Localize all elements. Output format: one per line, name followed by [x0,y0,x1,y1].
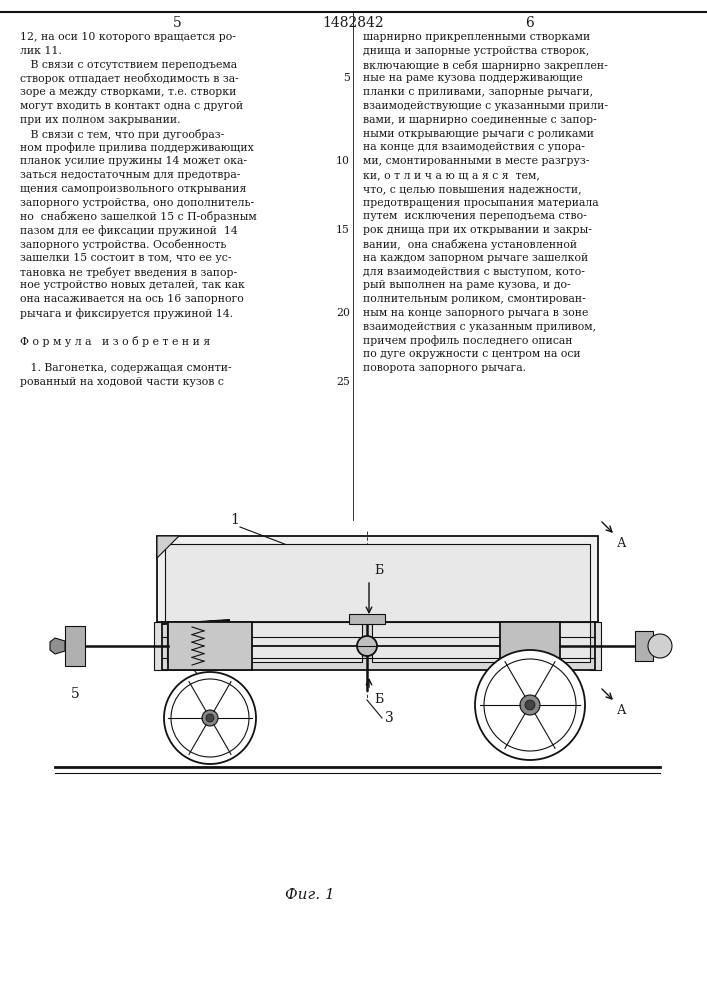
Bar [500,622,560,670]
Text: ном профиле прилива поддерживающих: ном профиле прилива поддерживающих [20,142,254,153]
Text: вании,  она снабжена установленной: вании, она снабжена установленной [363,239,577,250]
Text: А: А [617,537,626,550]
Text: заться недостаточным для предотвра-: заться недостаточным для предотвра- [20,170,240,180]
Text: вами, и шарнирно соединенные с запор-: вами, и шарнирно соединенные с запор- [363,115,597,125]
Text: 25: 25 [336,377,350,387]
Text: полнительным роликом, смонтирован-: полнительным роликом, смонтирован- [363,294,586,304]
Text: рычага и фиксируется пружиной 14.: рычага и фиксируется пружиной 14. [20,308,233,319]
Text: лик 11.: лик 11. [20,46,62,56]
Text: Ф о р м у л а   и з о б р е т е н и я: Ф о р м у л а и з о б р е т е н и я [20,336,210,347]
Bar [162,622,595,670]
Text: взаимодействия с указанным приливом,: взаимодействия с указанным приливом, [363,322,596,332]
Polygon shape [157,536,179,558]
Text: 5: 5 [173,16,182,30]
Polygon shape [50,638,65,654]
Bar [40,515,667,915]
Text: ное устройство новых деталей, так как: ное устройство новых деталей, так как [20,280,245,290]
Text: ным на конце запорного рычага в зоне: ным на конце запорного рычага в зоне [363,308,588,318]
Polygon shape [167,622,362,662]
Text: Б: Б [374,693,383,706]
Text: 1. Вагонетка, содержащая смонти-: 1. Вагонетка, содержащая смонти- [20,363,232,373]
Text: 20: 20 [336,308,350,318]
Polygon shape [154,622,167,670]
Text: по дуге окружности с центром на оси: по дуге окружности с центром на оси [363,349,580,359]
Text: тановка не требует введения в запор-: тановка не требует введения в запор- [20,267,237,278]
Text: 6: 6 [525,16,534,30]
Text: взаимодействующие с указанными прили-: взаимодействующие с указанными прили- [363,101,608,111]
Text: 1482842: 1482842 [322,16,384,30]
Bar [165,544,590,622]
Text: на каждом запорном рычаге зашелкой: на каждом запорном рычаге зашелкой [363,253,588,263]
Text: ки, о т л и ч а ю щ а я с я  тем,: ки, о т л и ч а ю щ а я с я тем, [363,170,540,180]
Text: рованный на ходовой части кузов с: рованный на ходовой части кузов с [20,377,224,387]
Text: 12, на оси 10 которого вращается ро-: 12, на оси 10 которого вращается ро- [20,32,236,42]
Circle shape [520,695,540,715]
Text: что, с целью повышения надежности,: что, с целью повышения надежности, [363,184,582,194]
Text: Фиг. 1: Фиг. 1 [285,888,335,902]
Polygon shape [162,620,230,624]
Text: щения самопроизвольного открывания: щения самопроизвольного открывания [20,184,246,194]
Text: включающие в себя шарнирно закреплен-: включающие в себя шарнирно закреплен- [363,60,608,71]
Text: 5: 5 [343,73,350,83]
Circle shape [202,710,218,726]
Text: запорного устройства. Особенность: запорного устройства. Особенность [20,239,226,250]
Text: 3: 3 [385,711,394,725]
Text: 1: 1 [230,513,240,527]
Bar [635,631,653,661]
Circle shape [648,634,672,658]
Text: ми, смонтированными в месте разгруз-: ми, смонтированными в месте разгруз- [363,156,590,166]
Text: путем  исключения переподъема ство-: путем исключения переподъема ство- [363,211,587,221]
Text: для взаимодействия с выступом, кото-: для взаимодействия с выступом, кото- [363,267,585,277]
Circle shape [206,714,214,722]
Text: 15: 15 [336,225,350,235]
Bar [349,614,385,624]
Text: зашелки 15 состоит в том, что ее ус-: зашелки 15 состоит в том, что ее ус- [20,253,231,263]
Circle shape [475,650,585,760]
Text: рый выполнен на раме кузова, и до-: рый выполнен на раме кузова, и до- [363,280,571,290]
Text: могут входить в контакт одна с другой: могут входить в контакт одна с другой [20,101,243,111]
Text: днища и запорные устройства створок,: днища и запорные устройства створок, [363,46,590,56]
Polygon shape [372,622,590,662]
Text: предотвращения просыпания материала: предотвращения просыпания материала [363,198,599,208]
Text: 4: 4 [175,636,185,650]
Text: поворота запорного рычага.: поворота запорного рычага. [363,363,526,373]
Text: шарнирно прикрепленными створками: шарнирно прикрепленными створками [363,32,590,42]
Text: В связи с тем, что при дугообраз-: В связи с тем, что при дугообраз- [20,129,224,140]
Text: пазом для ее фиксации пружиной  14: пазом для ее фиксации пружиной 14 [20,225,238,236]
Text: запорного устройства, оно дополнитель-: запорного устройства, оно дополнитель- [20,198,254,208]
Text: 5: 5 [71,687,79,701]
Bar [168,622,252,670]
Text: причем профиль последнего описан: причем профиль последнего описан [363,336,573,346]
Text: зоре а между створками, т.е. створки: зоре а между створками, т.е. створки [20,87,236,97]
Text: А: А [617,704,626,717]
Text: при их полном закрывании.: при их полном закрывании. [20,115,180,125]
Circle shape [525,700,535,710]
Bar [65,626,85,666]
Circle shape [164,672,256,764]
Bar [157,536,598,622]
Text: ными открывающие рычаги с роликами: ными открывающие рычаги с роликами [363,129,594,139]
Text: планок усилие пружины 14 может ока-: планок усилие пружины 14 может ока- [20,156,247,166]
Text: ные на раме кузова поддерживающие: ные на раме кузова поддерживающие [363,73,583,83]
Text: она насаживается на ось 16 запорного: она насаживается на ось 16 запорного [20,294,244,304]
Text: на конце для взаимодействия с упора-: на конце для взаимодействия с упора- [363,142,585,152]
Text: но  снабжено зашелкой 15 с П-образным: но снабжено зашелкой 15 с П-образным [20,211,257,222]
Text: Б: Б [374,564,383,577]
Text: планки с приливами, запорные рычаги,: планки с приливами, запорные рычаги, [363,87,593,97]
Text: рок днища при их открывании и закры-: рок днища при их открывании и закры- [363,225,592,235]
Text: створок отпадает необходимость в за-: створок отпадает необходимость в за- [20,73,239,84]
Text: 10: 10 [336,156,350,166]
Text: В связи с отсутствием переподъема: В связи с отсутствием переподъема [20,60,237,70]
Circle shape [357,636,377,656]
Polygon shape [590,622,601,670]
